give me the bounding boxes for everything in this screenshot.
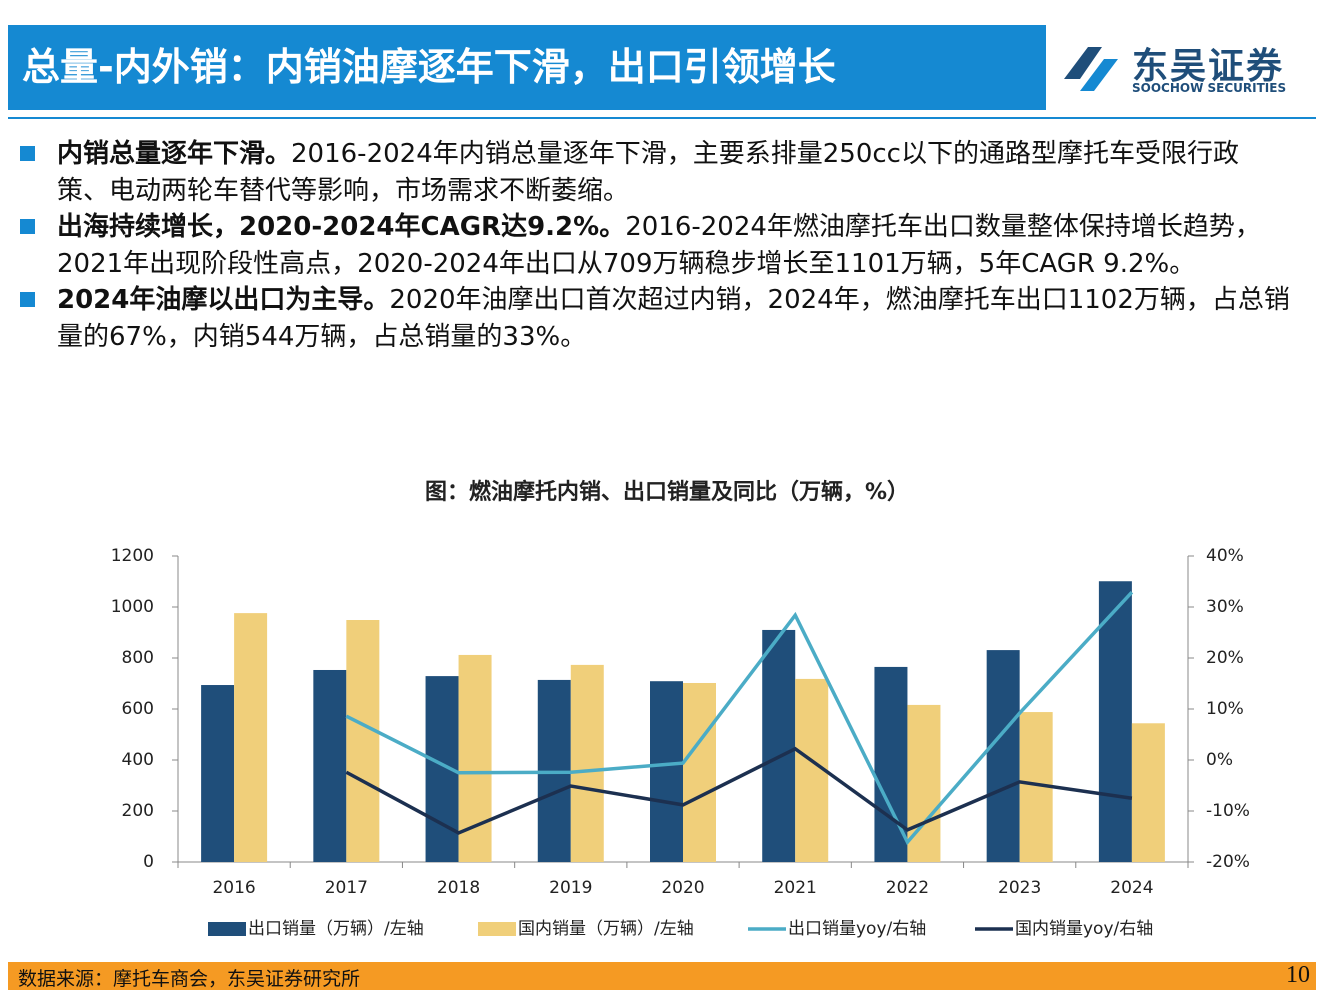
bullet-bold: 出海持续增长，2020-2024年CAGR达9.2%。 [57,212,626,242]
legend-label: 国内销量yoy/右轴 [1015,919,1153,939]
legend-swatch [208,922,246,936]
logo-subtitle: SOOCHOW SECURITIES [1132,81,1287,95]
page-number: 10 [1286,962,1310,988]
y-tick-label: 1000 [111,597,154,617]
chart: 图：燃油摩托内销、出口销量及同比（万辆，%） 0 200 400 600 800 1000… [111,479,1250,939]
logo-icon [1064,47,1118,91]
bullets: 内销总量逐年下滑。2016-2024年内销总量逐年下滑，主要系排量250cc以下… [20,136,1290,355]
legend-swatch [478,922,516,936]
bullet: 内销总量逐年下滑。2016-2024年内销总量逐年下滑，主要系排量250cc以下… [20,136,1290,209]
bullet-text: 2020年油摩出口首次超过内销，2024年，燃油摩托车出口1102万辆，占总销量… [57,285,1290,352]
bar [762,629,796,862]
bar [1098,581,1132,862]
bullet: 2024年油摩以出口为主导。2020年油摩出口首次超过内销，2024年，燃油摩托… [20,282,1290,355]
y2-tick-label: 30% [1206,597,1244,617]
source: 数据来源：摩托车商会，东吴证券研究所 [18,968,361,990]
bar [201,685,235,862]
line [345,591,1134,846]
bar [313,669,347,862]
x-tick-label: 2022 [886,878,929,898]
y2-tick-label: 20% [1206,648,1244,668]
bullet: 出海持续增长，2020-2024年CAGR达9.2%。2016-2024年燃油摩… [20,209,1290,282]
bullet-bold: 2024年油摩以出口为主导。 [57,285,390,315]
chart-title: 图：燃油摩托内销、出口销量及同比（万辆，%） [425,479,909,505]
bullet-text: 2016-2024年内销总量逐年下滑，主要系排量250cc以下的通路型摩托车受限… [57,139,1239,206]
logo-name: 东吴证券 [1132,46,1285,87]
y2-tick-label: 0% [1206,750,1233,770]
y-tick-label: 800 [122,648,154,668]
bar [650,681,683,862]
bar [986,650,1020,862]
y-tick-label: 0 [143,852,154,872]
header-rule [8,117,1316,119]
x-tick-label: 2024 [1110,878,1153,898]
bar [570,664,604,862]
x-tick-label: 2017 [325,878,368,898]
logo: 东吴证券 SOOCHOW SECURITIES [1058,35,1318,105]
y-tick-label: 1200 [111,546,154,566]
y-tick-label: 200 [122,801,154,821]
legend-label: 国内销量（万辆）/左轴 [518,919,694,939]
x-tick-label: 2018 [437,878,480,898]
x-tick-label: 2020 [661,878,704,898]
x-tick-label: 2016 [212,878,255,898]
x-tick-label: 2023 [998,878,1041,898]
x-tick-label: 2021 [774,878,817,898]
y-tick-label: 600 [122,699,154,719]
bar [683,682,716,862]
bar [1131,723,1165,862]
legend-label: 出口销量（万辆）/左轴 [248,919,424,939]
bar [234,613,268,862]
line [345,746,1133,835]
bullet-text: 2016-2024年燃油摩托车出口数量整体保持增长趋势，2021年出现阶段性高点… [57,212,1261,279]
x-tick-label: 2019 [549,878,592,898]
y2-tick-label: 40% [1206,546,1244,566]
header-title: 总量-内外销：内销油摩逐年下滑，出口引领增长 [8,25,1046,110]
y-tick-label: 400 [122,750,154,770]
y2-tick-label: -10% [1206,801,1250,821]
legend-label: 出口销量yoy/右轴 [788,919,926,939]
y2-tick-label: -20% [1206,852,1250,872]
bullet-bold: 内销总量逐年下滑。 [57,139,292,169]
y2-tick-label: 10% [1206,699,1244,719]
bar [346,620,380,862]
footer: 数据来源：摩托车商会，东吴证券研究所 10 [8,962,1316,990]
